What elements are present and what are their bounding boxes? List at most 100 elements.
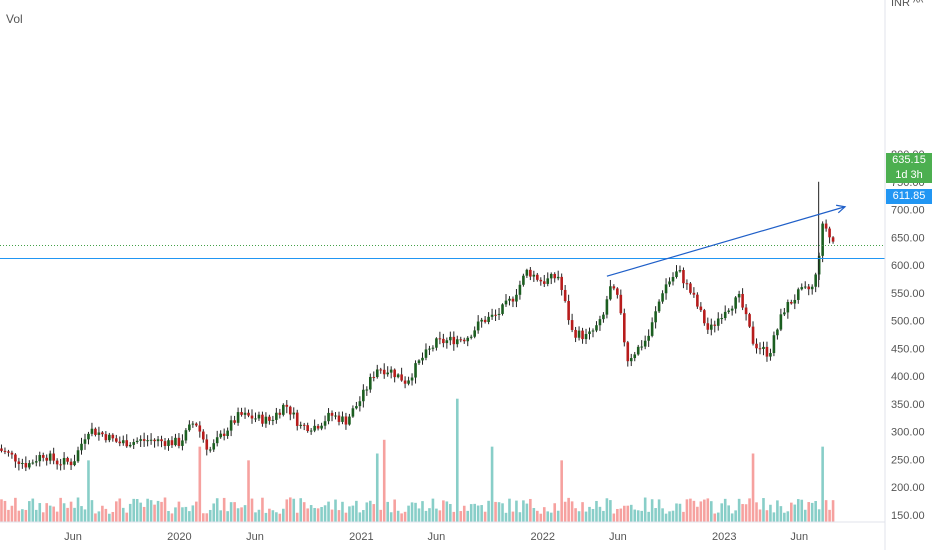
time-tick-label: Jun: [609, 531, 627, 543]
volume-bar: [633, 509, 637, 522]
candle-down: [382, 369, 386, 375]
candle-up: [184, 430, 188, 441]
price-tick-label: 150.00: [891, 510, 925, 522]
candle-up: [675, 271, 678, 277]
volume-bar: [299, 498, 303, 522]
volume-bar: [796, 499, 800, 522]
candle-up: [518, 284, 522, 295]
candle-down: [177, 437, 181, 446]
volume-bar: [431, 498, 435, 522]
candle-down: [703, 310, 706, 324]
volume-bar: [616, 508, 619, 522]
volume-bar: [497, 502, 501, 522]
volume-bar: [288, 497, 292, 522]
volume-bar: [320, 506, 323, 522]
candle-up: [469, 336, 473, 338]
volume-bar: [62, 503, 66, 522]
volume-bar: [254, 512, 257, 522]
candle-up: [549, 273, 553, 279]
candle-up: [497, 313, 501, 315]
candle-up: [132, 442, 135, 445]
volume-bar: [650, 499, 654, 522]
candle-up: [299, 424, 303, 426]
candle-down: [278, 412, 282, 415]
candle-down: [201, 431, 205, 440]
candle-up: [609, 286, 612, 300]
time-axis[interactable]: Jun 2020 Jun 2021 Jun 2022 Jun 2023 Jun: [0, 521, 885, 543]
volume-bar: [24, 509, 28, 522]
volume-bar: [682, 511, 685, 522]
candle-up: [716, 318, 720, 326]
volume-bar: [7, 509, 10, 522]
candle-down: [758, 348, 762, 350]
candle-up: [348, 416, 351, 425]
volume-bar: [386, 501, 389, 522]
volume-bar: [661, 508, 664, 522]
candle-down: [790, 302, 793, 304]
candle-up: [410, 377, 414, 381]
candle-down: [553, 273, 557, 279]
candle-down: [0, 448, 3, 451]
volume-bar: [160, 501, 163, 522]
volume-bar: [59, 497, 62, 522]
candle-up: [226, 430, 229, 436]
volume-bar: [309, 505, 313, 522]
volume-bar: [709, 501, 713, 522]
volume-bar: [247, 460, 250, 522]
volume-bar: [602, 510, 605, 522]
volume-bar: [139, 502, 142, 522]
candle-down: [560, 276, 563, 290]
time-tick-label: Jun: [428, 531, 446, 543]
candle-down: [699, 306, 703, 311]
volume-bar: [188, 511, 191, 522]
candle-down: [125, 440, 129, 447]
volume-bar: [125, 512, 129, 522]
candle-up: [282, 404, 285, 415]
volume-bar: [34, 509, 38, 522]
candle-up: [668, 281, 671, 285]
candle-up: [508, 298, 511, 301]
volume-bar: [609, 500, 612, 522]
candle-down: [379, 369, 383, 371]
volume-bar: [351, 505, 355, 522]
candle-down: [69, 461, 73, 466]
volume-bar: [723, 498, 727, 522]
candle-down: [713, 324, 717, 326]
volume-bar: [313, 507, 316, 522]
volume-bar: [278, 513, 282, 522]
candle-up: [428, 348, 431, 350]
candle-up: [636, 346, 640, 355]
candle-up: [633, 354, 637, 359]
volume-bar: [236, 508, 240, 522]
volume-bar: [803, 509, 807, 522]
candle-down: [452, 336, 456, 345]
candle-up: [769, 353, 772, 357]
volume-bar: [257, 509, 261, 522]
candle-down: [198, 425, 202, 432]
candle-down: [337, 415, 341, 422]
candle-up: [271, 419, 275, 421]
volume-bar: [104, 508, 108, 522]
volume-histogram: [0, 398, 835, 522]
candle-down: [153, 439, 156, 442]
volume-bar: [783, 512, 786, 522]
candle-down: [706, 323, 710, 330]
candle-up: [108, 434, 111, 441]
candle-up: [38, 455, 42, 462]
volume-bar: [504, 512, 508, 522]
volume-bar: [80, 506, 83, 522]
candle-down: [567, 300, 570, 321]
volume-bar: [716, 512, 720, 522]
volume-bar: [591, 508, 595, 522]
candle-down: [619, 294, 623, 314]
volume-bar: [198, 446, 202, 522]
candle-up: [212, 443, 216, 450]
volume-bar: [66, 507, 69, 522]
candle-down: [824, 223, 828, 229]
price-axis[interactable]: 150.00 200.00 250.00 300.00 350.00 400.00 450.…: [884, 0, 925, 550]
volume-bar: [511, 511, 515, 522]
volume-bar: [703, 499, 706, 522]
candle-down: [400, 374, 403, 381]
candle-down: [442, 338, 445, 344]
